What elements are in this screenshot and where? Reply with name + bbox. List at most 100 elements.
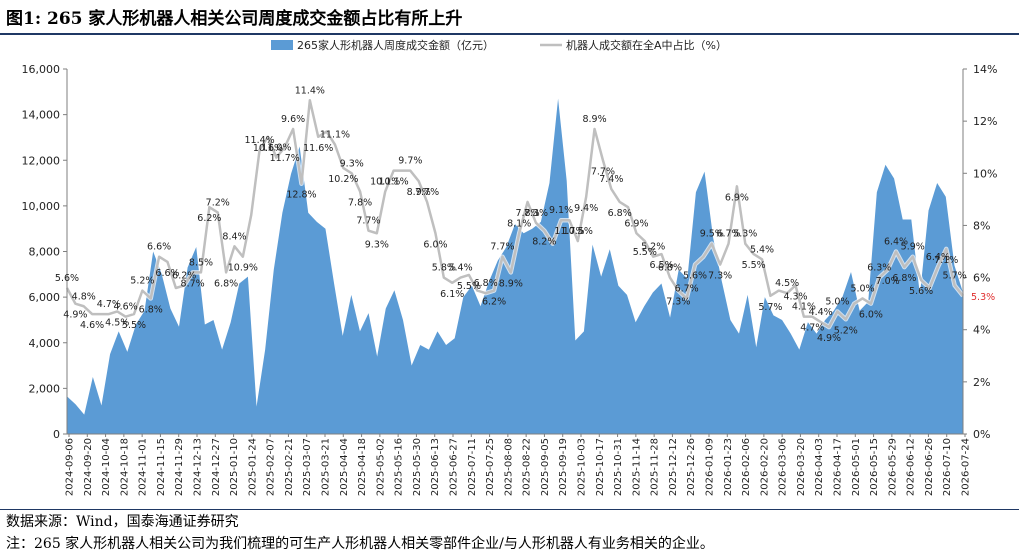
legend-label-turnover: 265家人形机器人周度成交金额（亿元） [297,38,494,52]
line-data-label: 6.4% [884,237,908,248]
x-tick-label: 2024-11-01 [138,438,149,496]
line-data-label: 5.0% [850,283,874,294]
x-tick-label: 2024-09-06 [65,438,76,496]
x-tick-label: 2026-01-09 [705,438,716,496]
x-tick-label: 2024-12-13 [193,438,204,496]
x-tick-label: 2025-08-22 [522,438,533,496]
line-data-label: 9.6% [281,114,305,125]
x-tick-label: 2026-07-24 [961,438,972,496]
x-tick-label: 2026-03-06 [778,438,789,496]
line-data-label: 9.4% [574,203,598,214]
line-data-label: 5.6% [909,286,933,297]
x-tick-label: 2025-05-02 [375,438,386,496]
line-data-label: 4.5% [105,317,129,328]
line-data-label: 5.6% [683,271,707,282]
line-data-label: 11.0% [261,143,291,154]
y-left-tick-label: 6,000 [29,291,61,304]
x-tick-label: 2026-07-10 [942,438,953,496]
x-tick-label: 2025-11-28 [650,438,661,496]
line-data-label: 8.9% [499,278,523,289]
line-data-label: 6.2% [172,270,196,281]
y-left-tick-label: 8,000 [29,246,61,259]
line-data-label: 9.3% [365,239,389,250]
line-data-label: 6.8% [139,304,163,315]
x-tick-label: 2026-06-12 [906,438,917,496]
x-tick-label: 2025-09-05 [540,438,551,496]
line-data-label: 10.5% [563,226,593,237]
line-data-label: 10.1% [378,177,408,188]
line-data-label: 7.7% [415,187,439,198]
legend-swatch-turnover [271,40,293,50]
y-right-tick-label: 12% [973,115,997,128]
legend-label-share: 机器人成交额在全A中占比（%） [566,38,727,52]
line-data-label: 11.4% [295,85,325,96]
line-data-label: 5.8% [432,263,456,274]
y-right-tick-label: 0% [973,428,990,441]
line-data-label: 4.5% [775,278,799,289]
x-tick-label: 2024-12-27 [211,438,222,496]
line-data-label: 10.6% [253,143,283,154]
line-data-label: 7.8% [348,198,372,209]
line-data-label: 7.3% [708,271,732,282]
x-tick-label: 2026-01-23 [723,438,734,496]
x-tick-label: 2026-05-01 [851,438,862,496]
y-left-tick-label: 0 [53,428,60,441]
x-tick-label: 2025-04-04 [339,438,350,496]
line-data-label: 12.8% [286,190,316,201]
line-data-label: 4.7% [97,299,121,310]
line-data-label: 6.6% [147,242,171,253]
x-tick-label: 2025-06-13 [430,438,441,496]
line-data-label: 6.4% [926,252,950,263]
line-data-label: 7.0% [876,276,900,287]
x-tick-label: 2025-08-08 [503,438,514,496]
x-tick-label: 2026-03-20 [796,438,807,496]
line-data-label: 5.7% [943,270,967,281]
x-tick-label: 2026-05-29 [887,438,898,496]
line-data-label: 5.0% [825,296,849,307]
x-tick-label: 2025-02-21 [284,438,295,496]
y-right-tick-label: 10% [973,167,997,180]
line-data-label: 9.5% [700,229,724,240]
line-data-label: 5.4% [448,263,472,274]
line-data-label: 6.7% [675,283,699,294]
y-right-tick-label: 6% [973,272,990,285]
line-data-label: 10.1% [370,177,400,188]
x-tick-label: 2025-11-14 [631,438,642,496]
line-data-label: 6.0% [859,310,883,321]
line-data-label: 4.6% [114,302,138,313]
line-data-label: 4.9% [817,333,841,344]
x-tick-label: 2025-12-26 [686,438,697,496]
y-left-tick-label: 16,000 [22,63,61,76]
line-data-label: 6.8% [658,263,682,274]
line-data-label: 5.4% [750,244,774,255]
line-data-label: 11.7% [554,226,584,237]
line-data-label: 8.9% [582,114,606,125]
line-data-label: 9.7% [398,156,422,167]
line-data-label: 8.2% [532,237,556,248]
line-data-label: 4.3% [783,291,807,302]
line-data-label: 4.1% [792,302,816,313]
line-data-label: 10.2% [328,174,358,185]
line-data-label: 8.7% [181,278,205,289]
line-data-label: 5.5% [122,320,146,331]
line-data-label: 5.2% [641,242,665,253]
line-data-label: 5.7% [758,302,782,313]
line-data-label: 11.1% [320,130,350,141]
line-data-label-latest: 5.3% [971,292,995,303]
line-data-label: 6.9% [624,218,648,229]
line-data-label: 4.8% [72,291,96,302]
line-data-label: 8.9% [407,187,431,198]
line-data-label: 6.3% [867,263,891,274]
line-data-label: 11.4% [245,135,275,146]
line-data-label: 7.3% [524,208,548,219]
x-tick-label: 2025-07-11 [467,438,478,496]
x-tick-label: 2026-04-03 [814,438,825,496]
x-tick-label: 2026-04-17 [833,438,844,496]
line-data-label: 5.2% [130,276,154,287]
line-data-label: 7.1% [934,255,958,266]
y-right-tick-label: 2% [973,376,990,389]
line-data-label: 8.1% [507,218,531,229]
line-data-label: 4.4% [809,307,833,318]
area-series-turnover [67,98,963,434]
